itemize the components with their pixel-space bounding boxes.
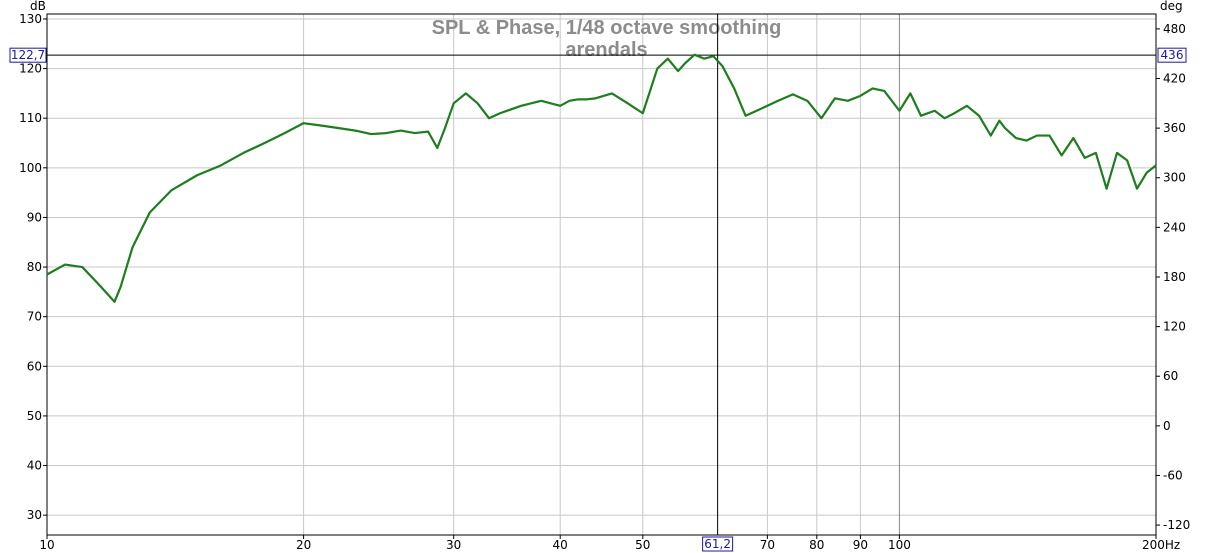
x-tick-label: 10 (39, 538, 54, 552)
y-tick-label: 50 (27, 409, 42, 423)
y-tick-label: 40 (27, 459, 42, 473)
y-tick-label: 130 (19, 12, 42, 26)
y2-tick-label: -120 (1163, 518, 1190, 532)
x-tick-label: 80 (809, 538, 824, 552)
x-axis-ticks: 10 20 30 40 50 70 80 90 100 200Hz (39, 535, 1180, 552)
cursor-y2-box (1157, 47, 1187, 63)
cursor-crosshair[interactable] (47, 14, 1156, 535)
chart-subtitle: arendals (565, 39, 647, 61)
y2-tick-label: 420 (1163, 72, 1186, 86)
x-tick-label: 20 (296, 538, 311, 552)
y-tick-label: 70 (27, 310, 42, 324)
y2-tick-label: 360 (1163, 121, 1186, 135)
y2-tick-label: 240 (1163, 220, 1186, 234)
y-tick-label: 30 (27, 508, 42, 522)
y-axis-ticks: 30 40 50 60 70 80 90 100 110 120 130 (19, 12, 47, 522)
y2-tick-label: 480 (1163, 22, 1186, 36)
y2-tick-label: 60 (1163, 369, 1178, 383)
y-axis-unit-label: dB (30, 0, 46, 13)
cursor-y-box (9, 47, 47, 63)
y-tick-label: 80 (27, 260, 42, 274)
y-tick-label: 120 (19, 62, 42, 76)
grid-lines (46, 14, 1157, 535)
y2-tick-label: 300 (1163, 171, 1186, 185)
y2-tick-label: -60 (1163, 468, 1183, 482)
y2-axis-unit-label: deg (1160, 0, 1183, 13)
plot-frame (46, 13, 1157, 536)
y2-tick-label: 0 (1163, 419, 1171, 433)
x-tick-label: 70 (760, 538, 775, 552)
cursor-y-value: 122,7 (11, 48, 45, 62)
x-tick-label: 50 (635, 538, 650, 552)
x-tick-label: 100 (888, 538, 911, 552)
x-tick-label: 90 (853, 538, 868, 552)
cursor-x-value: 61,2 (704, 537, 731, 551)
y2-tick-label: 180 (1163, 270, 1186, 284)
y-tick-label: 90 (27, 210, 42, 224)
x-tick-label: 30 (446, 538, 461, 552)
chart-title: SPL & Phase, 1/48 octave smoothing (432, 17, 782, 39)
x-tick-label: 200Hz (1142, 538, 1180, 552)
y2-axis-ticks: -120 -60 0 60 120 180 240 300 360 420 480 (1156, 22, 1190, 532)
spl-series-line (46, 53, 1157, 303)
cursor-y2-value: 436 (1161, 48, 1184, 62)
cursor-x-box (702, 536, 734, 552)
y-tick-label: 60 (27, 359, 42, 373)
x-tick-label: 40 (553, 538, 568, 552)
y-tick-label: 100 (19, 161, 42, 175)
y-tick-label: 110 (19, 111, 42, 125)
cursor-labels: 122,7 436 61,2 (9, 47, 1187, 552)
y2-tick-label: 120 (1163, 320, 1186, 334)
